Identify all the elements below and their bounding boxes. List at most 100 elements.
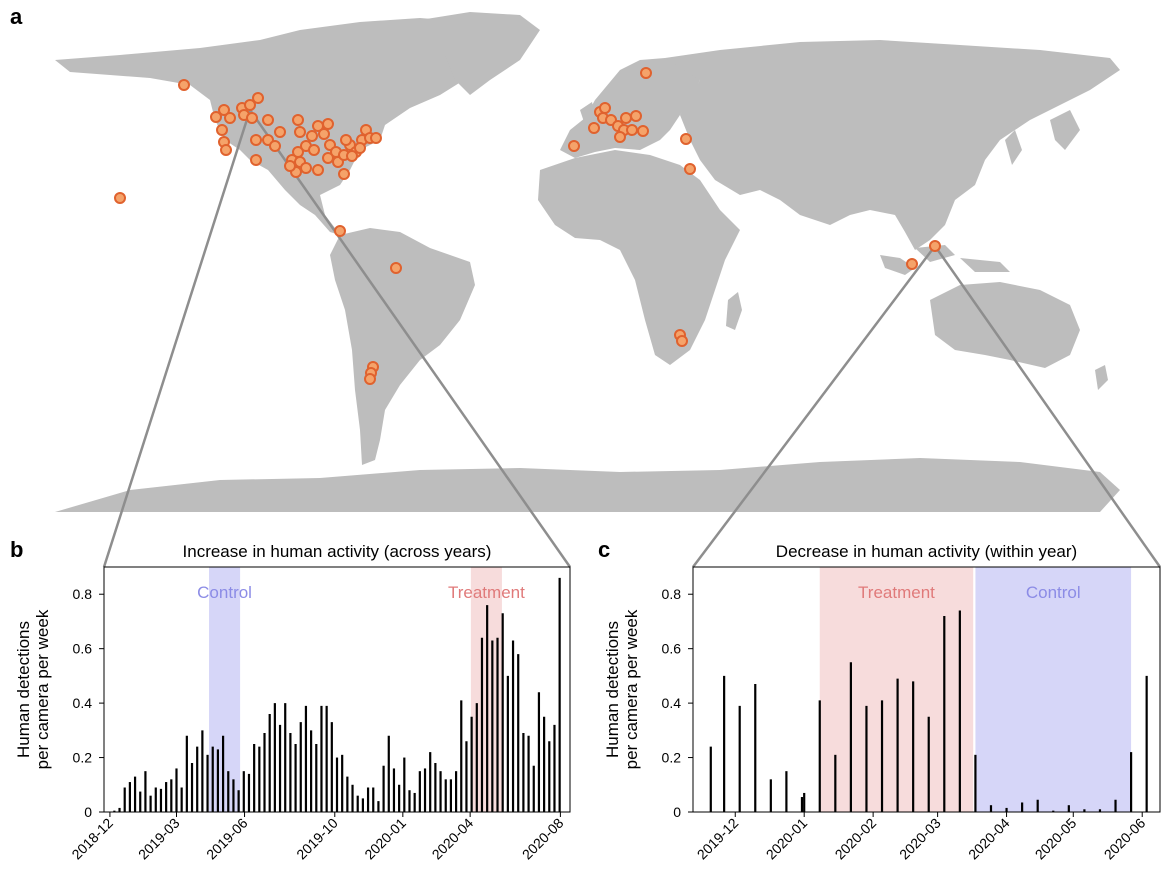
site-marker bbox=[114, 192, 126, 204]
site-marker bbox=[322, 118, 334, 130]
chart-b-band-label-control: Control bbox=[197, 583, 252, 602]
site-marker bbox=[620, 112, 632, 124]
chart-c-ytick-label: 0.8 bbox=[662, 586, 682, 602]
site-marker bbox=[599, 102, 611, 114]
site-marker bbox=[269, 140, 281, 152]
site-marker bbox=[318, 128, 330, 140]
chart-b-ylabel-line1: Human detections bbox=[14, 621, 33, 758]
site-marker bbox=[220, 144, 232, 156]
chart-c-title: Decrease in human activity (within year) bbox=[776, 542, 1077, 561]
site-marker bbox=[322, 152, 334, 164]
chart-c-ylabel-line1: Human detections bbox=[603, 621, 622, 758]
site-marker bbox=[334, 225, 346, 237]
chart-b-xtick-label: 2019-03 bbox=[135, 815, 183, 863]
island-new-zealand bbox=[1095, 365, 1108, 390]
chart-c-xtick-label: 2020-01 bbox=[763, 815, 811, 863]
site-marker bbox=[364, 373, 376, 385]
connector-b-left bbox=[102, 109, 252, 568]
site-marker bbox=[640, 67, 652, 79]
chart-b-bars bbox=[113, 577, 561, 812]
chart-b-xtick-label: 2019-06 bbox=[203, 815, 251, 863]
site-marker bbox=[676, 335, 688, 347]
site-marker bbox=[614, 131, 626, 143]
site-marker bbox=[308, 144, 320, 156]
site-marker bbox=[210, 111, 222, 123]
site-marker bbox=[216, 124, 228, 136]
panel-label-a: a bbox=[10, 4, 23, 29]
site-marker bbox=[626, 124, 638, 136]
chart-c-xtick-label: 2019-12 bbox=[694, 815, 742, 863]
site-marker bbox=[637, 125, 649, 137]
site-marker bbox=[929, 240, 941, 252]
chart-c-bars bbox=[709, 610, 1148, 812]
chart-c: Decrease in human activity (within year)… bbox=[603, 542, 1161, 863]
site-marker bbox=[354, 142, 366, 154]
chart-b-ytick-label: 0 bbox=[84, 804, 92, 820]
chart-b-xtick-label: 2019-10 bbox=[293, 815, 341, 863]
chart-c-ytick-label: 0.2 bbox=[662, 750, 682, 766]
islands-southeast-asia bbox=[880, 110, 1080, 275]
chart-c-bands bbox=[819, 567, 1132, 812]
chart-c-ytick-label: 0.4 bbox=[662, 695, 682, 711]
continent-south-america bbox=[330, 228, 475, 465]
site-marker bbox=[262, 114, 274, 126]
chart-b-ytick-label: 0.4 bbox=[73, 695, 93, 711]
chart-b-frame bbox=[103, 566, 571, 813]
chart-c-xtick-label: 2020-04 bbox=[965, 815, 1013, 863]
camera-sites bbox=[114, 67, 941, 385]
chart-b-band-label-treatment: Treatment bbox=[448, 583, 525, 602]
continent-greenland bbox=[420, 12, 540, 95]
continent-africa bbox=[538, 150, 740, 365]
chart-b-title: Increase in human activity (across years… bbox=[183, 542, 492, 561]
chart-b-y-axis: 0 0.2 0.4 0.6 0.8 bbox=[73, 586, 104, 820]
site-marker bbox=[338, 168, 350, 180]
site-marker bbox=[370, 132, 382, 144]
chart-c-y-axis: 0 0.2 0.4 0.6 0.8 bbox=[662, 586, 693, 820]
chart-b-band-control bbox=[209, 567, 241, 812]
panel-label-c: c bbox=[598, 537, 610, 562]
chart-c-band-control bbox=[975, 567, 1132, 812]
chart-c-xtick-label: 2020-05 bbox=[1032, 815, 1080, 863]
site-marker bbox=[300, 162, 312, 174]
site-marker bbox=[306, 130, 318, 142]
site-marker bbox=[568, 140, 580, 152]
connector-b-right bbox=[248, 109, 572, 568]
island-japan bbox=[1005, 130, 1022, 165]
zoom-connectors bbox=[102, 109, 1162, 568]
chart-b-ytick-label: 0.2 bbox=[73, 750, 93, 766]
chart-b-ylabel-line2: per camera per week bbox=[33, 609, 52, 769]
chart-b-ytick-label: 0.8 bbox=[73, 586, 93, 602]
chart-b-xtick-label: 2020-01 bbox=[361, 815, 409, 863]
chart-c-ytick-label: 0 bbox=[673, 804, 681, 820]
site-marker bbox=[250, 154, 262, 166]
chart-c-frame bbox=[692, 566, 1161, 813]
site-marker bbox=[274, 126, 286, 138]
continent-asia bbox=[665, 40, 1120, 250]
site-marker bbox=[224, 112, 236, 124]
chart-b-xtick-label: 2020-08 bbox=[519, 815, 567, 863]
site-marker bbox=[244, 99, 256, 111]
site-marker bbox=[250, 134, 262, 146]
chart-b: Increase in human activity (across years… bbox=[14, 542, 571, 863]
site-marker bbox=[684, 163, 696, 175]
chart-c-xtick-label: 2020-06 bbox=[1101, 815, 1149, 863]
chart-c-xtick-label: 2020-02 bbox=[832, 815, 880, 863]
site-marker bbox=[630, 110, 642, 122]
chart-c-x-axis: 2019-12 2020-01 2020-02 2020-03 2020-04 2020-… bbox=[694, 812, 1149, 863]
connector-c-left bbox=[692, 245, 936, 568]
chart-b-xtick-label: 2020-04 bbox=[429, 815, 477, 863]
connector-c-right bbox=[933, 245, 1162, 568]
site-marker bbox=[588, 122, 600, 134]
site-marker bbox=[252, 92, 264, 104]
chart-c-ylabel-line2: per camera per week bbox=[622, 609, 641, 769]
panel-label-b: b bbox=[10, 537, 23, 562]
site-marker bbox=[906, 258, 918, 270]
chart-c-band-label-control: Control bbox=[1026, 583, 1081, 602]
world-map bbox=[55, 12, 1120, 512]
island-uk bbox=[580, 102, 596, 128]
continent-north-america bbox=[55, 18, 500, 235]
chart-b-xtick-label: 2018-12 bbox=[68, 815, 116, 863]
island-madagascar bbox=[726, 292, 742, 330]
chart-b-x-axis: 2018-12 2019-03 2019-06 2019-10 2020-01 2020-… bbox=[68, 812, 567, 863]
